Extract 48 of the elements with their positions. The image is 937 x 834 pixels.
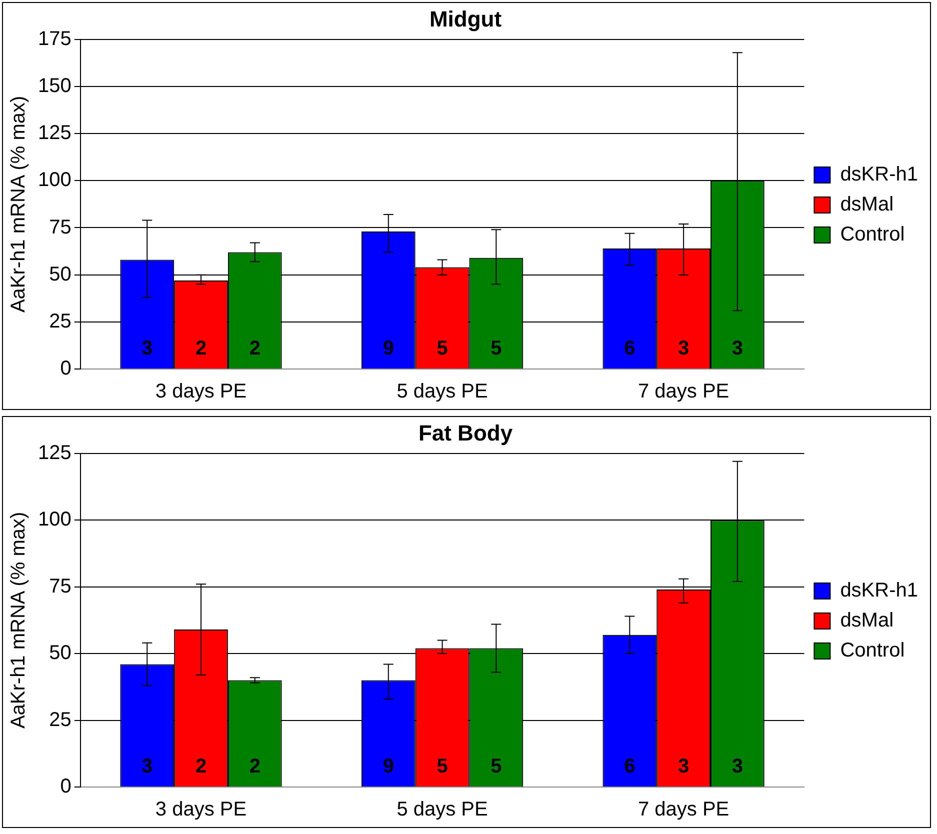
- annotation: 3: [678, 756, 690, 778]
- x-tick-label: 3 days PE: [155, 798, 247, 821]
- y-tick-label: 150: [38, 75, 72, 97]
- y-tick-label: 125: [38, 442, 72, 464]
- y-tick-label: 75: [49, 216, 72, 238]
- annotation: 5: [490, 756, 502, 778]
- chart-title: Fat Body: [418, 420, 514, 446]
- annotation: 3: [142, 756, 153, 778]
- annotation: 3: [678, 338, 690, 360]
- x-tick-label: 3 days PE: [155, 380, 247, 403]
- annotation: 2: [249, 756, 260, 778]
- legend-label: dsKR-h1: [840, 580, 918, 602]
- y-tick-label: 75: [49, 575, 72, 598]
- y-axis-title: AaKr-h1 mRNA (% max): [8, 96, 30, 313]
- annotation: 3: [732, 338, 743, 360]
- annotation: 6: [624, 756, 636, 778]
- x-tick-label: 5 days PE: [396, 380, 488, 403]
- annotation: 9: [382, 756, 394, 778]
- y-tick-label: 100: [38, 508, 72, 531]
- annotation: 5: [436, 756, 448, 778]
- legend-label: dsKR-h1: [840, 164, 918, 186]
- y-tick-label: 100: [38, 169, 72, 192]
- y-tick-label: 175: [38, 28, 72, 50]
- annotation: 9: [382, 338, 394, 360]
- legend-label: Control: [840, 640, 905, 662]
- legend-label: dsMal: [840, 610, 894, 632]
- y-tick-label: 25: [49, 310, 72, 332]
- annotation: 5: [490, 338, 502, 360]
- legend-label: Control: [840, 224, 905, 246]
- x-tick-label: 5 days PE: [396, 798, 488, 821]
- y-tick-label: 50: [49, 642, 72, 664]
- y-tick-label: 0: [60, 776, 72, 798]
- y-tick-label: 125: [38, 122, 72, 144]
- y-tick-label: 25: [49, 708, 72, 731]
- annotation: 2: [249, 338, 260, 360]
- x-tick-label: 7 days PE: [638, 798, 730, 821]
- y-axis-title: AaKr-h1 mRNA (% max): [8, 512, 30, 729]
- y-tick-label: 0: [60, 358, 72, 380]
- y-tick-label: 50: [49, 263, 72, 286]
- annotation: 2: [195, 756, 207, 778]
- annotation: 3: [142, 338, 153, 360]
- annotation: 5: [436, 338, 448, 360]
- annotation: 2: [195, 338, 207, 360]
- x-tick-label: 7 days PE: [638, 380, 730, 403]
- legend-label: dsMal: [840, 194, 894, 216]
- annotation: 6: [624, 338, 636, 360]
- annotation: 3: [732, 756, 743, 778]
- chart-title: Midgut: [429, 6, 502, 32]
